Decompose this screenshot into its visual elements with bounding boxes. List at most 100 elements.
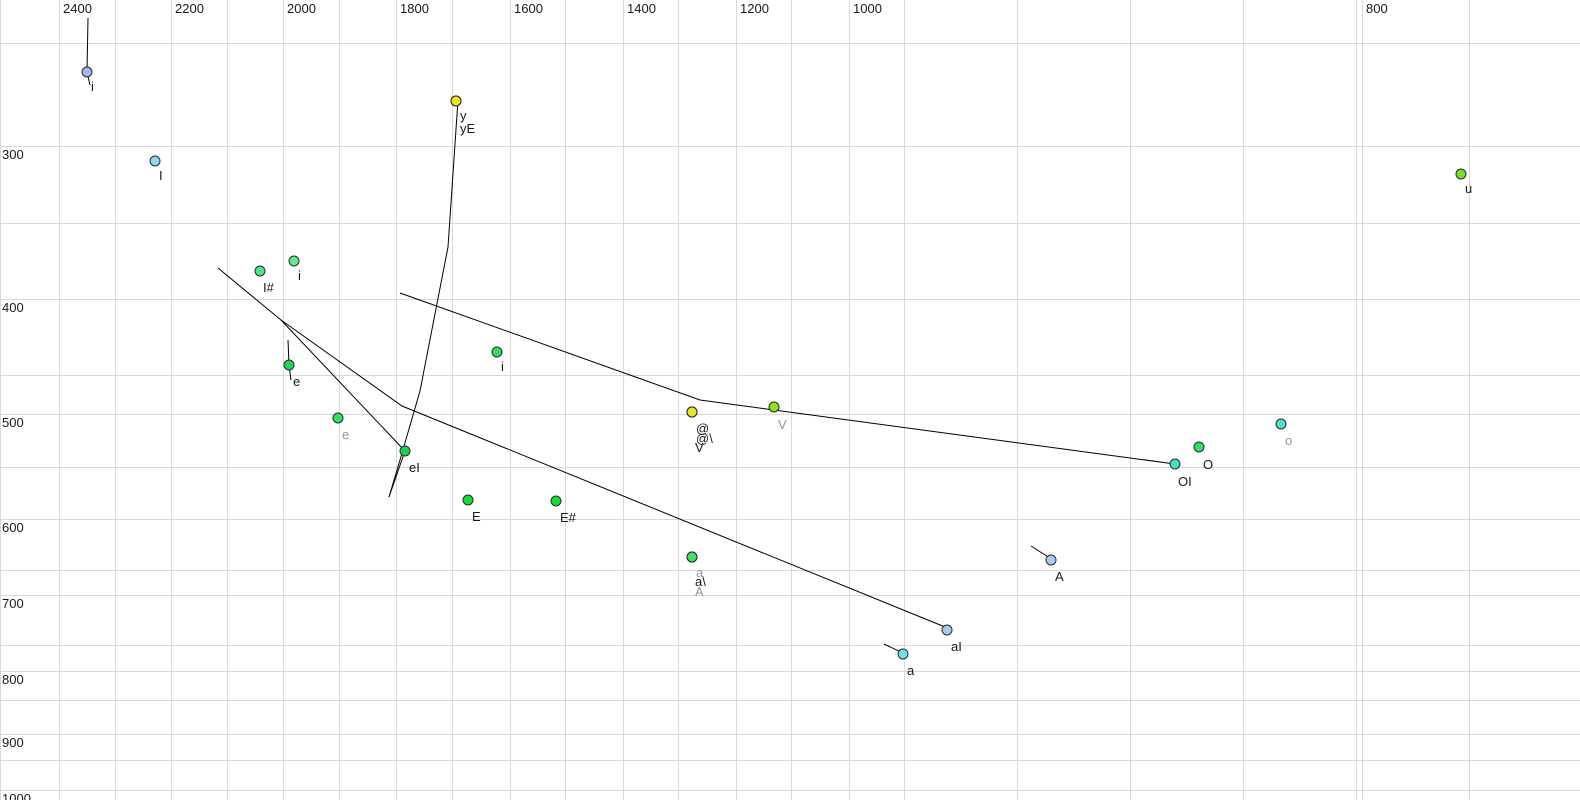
vowel-point-label: yE bbox=[460, 121, 476, 136]
x-axis-tick-label: 2400 bbox=[63, 1, 92, 16]
gridline-vertical bbox=[283, 0, 284, 800]
gridline-vertical bbox=[565, 0, 566, 800]
vowel-point-label: OI bbox=[1178, 474, 1192, 489]
gridline-vertical bbox=[849, 0, 850, 800]
vowel-data-point[interactable] bbox=[81, 66, 93, 78]
vowel-data-point[interactable] bbox=[1045, 554, 1057, 566]
gridline-horizontal bbox=[0, 700, 1580, 701]
x-axis-tick-label: 1800 bbox=[400, 1, 429, 16]
vowel-point-label: i bbox=[91, 79, 94, 94]
vowel-data-point[interactable] bbox=[1193, 441, 1205, 453]
vowel-point-label: @\ bbox=[696, 431, 713, 446]
gridline-vertical bbox=[1469, 0, 1470, 800]
vowel-point-label: V bbox=[778, 417, 787, 432]
vowel-data-point[interactable] bbox=[897, 648, 909, 660]
vowel-data-point[interactable] bbox=[288, 255, 300, 267]
gridline-vertical bbox=[678, 0, 679, 800]
gridline-vertical bbox=[1017, 0, 1018, 800]
vowel-data-point[interactable] bbox=[550, 495, 562, 507]
gridline-horizontal bbox=[0, 570, 1580, 571]
vowel-point-label: a\ bbox=[695, 574, 706, 589]
gridline-horizontal bbox=[0, 734, 1580, 735]
vowel-point-label: a bbox=[696, 565, 704, 580]
gridline-vertical bbox=[791, 0, 792, 800]
gridline-horizontal bbox=[0, 519, 1580, 520]
gridline-vertical bbox=[339, 0, 340, 800]
vowel-point-label: y bbox=[460, 108, 467, 123]
y-axis-tick-label: 500 bbox=[2, 415, 24, 430]
vowel-data-point[interactable] bbox=[1275, 418, 1287, 430]
vowel-data-point[interactable] bbox=[768, 401, 780, 413]
x-axis-tick-label: 2200 bbox=[175, 1, 204, 16]
gridline-vertical bbox=[227, 0, 228, 800]
y-axis-tick-label: 600 bbox=[2, 520, 24, 535]
gridline-horizontal bbox=[0, 299, 1580, 300]
vowel-point-label: O bbox=[1203, 457, 1214, 472]
y-axis-tick-label: 700 bbox=[2, 596, 24, 611]
vowel-data-point[interactable] bbox=[1455, 168, 1467, 180]
vowel-data-point[interactable] bbox=[254, 265, 266, 277]
y-axis-tick-label: 300 bbox=[2, 147, 24, 162]
gridline-vertical bbox=[510, 0, 511, 800]
gridline-vertical bbox=[1243, 0, 1244, 800]
gridline-horizontal bbox=[0, 790, 1580, 791]
y-axis-tick-label: 400 bbox=[2, 300, 24, 315]
gridline-horizontal bbox=[0, 645, 1580, 646]
x-axis-tick-label: 1000 bbox=[853, 1, 882, 16]
vowel-point-label: u bbox=[1465, 181, 1473, 196]
vowel-point-label: eI bbox=[409, 460, 420, 475]
vowel-data-point[interactable] bbox=[283, 359, 295, 371]
vowel-data-point[interactable] bbox=[462, 494, 474, 506]
vowel-data-point[interactable] bbox=[686, 406, 698, 418]
vowel-point-label: e bbox=[342, 427, 350, 442]
gridline-horizontal bbox=[0, 671, 1580, 672]
vowel-point-label: A bbox=[1055, 569, 1064, 584]
vowel-point-label: o bbox=[1285, 433, 1293, 448]
gridline-vertical bbox=[452, 0, 453, 800]
vowel-data-point[interactable] bbox=[1169, 458, 1181, 470]
vowel-point-label: I bbox=[159, 168, 163, 183]
vowel-data-point[interactable] bbox=[686, 551, 698, 563]
vowel-point-label: E bbox=[472, 509, 481, 524]
vowel-point-label: i bbox=[298, 268, 301, 283]
gridline-horizontal bbox=[0, 414, 1580, 415]
vowel-data-point[interactable] bbox=[941, 624, 953, 636]
gridline-horizontal bbox=[0, 467, 1580, 468]
gridline-horizontal bbox=[0, 595, 1580, 596]
gridline-vertical bbox=[115, 0, 116, 800]
gridline-vertical bbox=[623, 0, 624, 800]
y-axis-tick-label: 900 bbox=[2, 735, 24, 750]
vowel-point-label: E# bbox=[560, 510, 576, 525]
gridline-vertical bbox=[736, 0, 737, 800]
y-axis-tick-label: 800 bbox=[2, 672, 24, 687]
vowel-point-label: e bbox=[293, 374, 301, 389]
vowel-data-point[interactable] bbox=[399, 445, 411, 457]
vowel-data-point[interactable] bbox=[450, 95, 462, 107]
formant-trace-line bbox=[217, 267, 951, 630]
vowel-point-label: a bbox=[907, 663, 915, 678]
gridline-horizontal bbox=[0, 760, 1580, 761]
gridline-vertical bbox=[0, 0, 1, 800]
x-axis-tick-label: 1200 bbox=[740, 1, 769, 16]
vowel-point-label: @ bbox=[696, 421, 710, 436]
gridline-vertical bbox=[1362, 0, 1363, 800]
gridline-horizontal bbox=[0, 223, 1580, 224]
gridline-vertical bbox=[904, 0, 905, 800]
gridline-horizontal bbox=[0, 43, 1580, 44]
gridline-vertical bbox=[59, 0, 60, 800]
vowel-data-point[interactable] bbox=[491, 346, 503, 358]
gridline-vertical bbox=[396, 0, 397, 800]
formant-trace-line bbox=[280, 319, 406, 498]
vowel-point-label: aI bbox=[951, 639, 962, 654]
gridline-vertical bbox=[171, 0, 172, 800]
formant-trace-line bbox=[399, 292, 1176, 465]
gridline-vertical bbox=[1130, 0, 1131, 800]
vowel-data-point[interactable] bbox=[332, 412, 344, 424]
x-axis-tick-label: 1600 bbox=[514, 1, 543, 16]
gridline-horizontal bbox=[0, 146, 1580, 147]
vowel-point-label: I# bbox=[263, 280, 274, 295]
vowel-data-point[interactable] bbox=[149, 155, 161, 167]
gridline-vertical bbox=[1356, 0, 1357, 800]
